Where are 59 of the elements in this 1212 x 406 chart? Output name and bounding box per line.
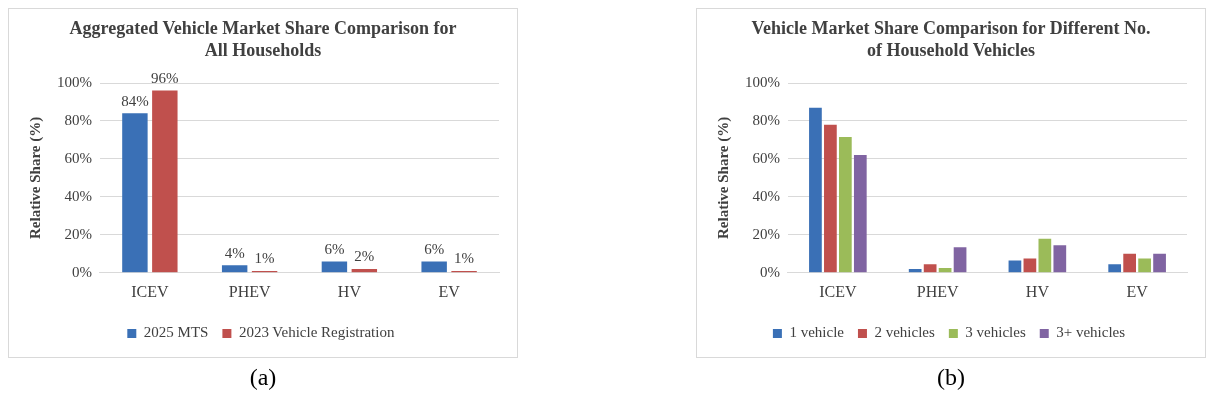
chart-title: Aggregated Vehicle Market Share Comparison for All Households [68, 17, 458, 61]
text: (b) [936, 364, 966, 391]
data-label: 4% [224, 244, 245, 261]
data-label: 6% [324, 240, 345, 257]
legend-label: 1 vehicle [789, 324, 845, 341]
bar [421, 261, 447, 273]
bar [1038, 238, 1052, 273]
data-label: 6% [424, 240, 445, 257]
bar [908, 269, 922, 273]
legend-label: 2025 MTS [143, 324, 209, 341]
y-tick-label: 100% [745, 73, 780, 90]
bar [1153, 253, 1166, 273]
y-tick-label: 20% [64, 225, 92, 242]
x-tick-label: EV [438, 282, 461, 300]
y-tick-label: 40% [64, 187, 92, 204]
bar [824, 124, 837, 273]
bar [221, 265, 248, 273]
y-tick-label: 60% [64, 149, 92, 166]
data-label: 96% [151, 70, 179, 87]
bar [853, 155, 867, 273]
legend-label: 3 vehicles [965, 324, 1026, 341]
y-tick-label: 0% [72, 263, 92, 280]
y-axis-title: Relative Share (%) [714, 116, 732, 239]
bar [1053, 245, 1067, 273]
data-label: 84% [121, 92, 149, 109]
x-tick-label: ICEV [131, 282, 169, 300]
bar [923, 264, 937, 273]
bar [1123, 253, 1136, 273]
data-label: 2% [354, 248, 375, 265]
x-tick-label: PHEV [916, 282, 959, 300]
bar [152, 90, 178, 273]
y-axis-title: Relative Share (%) [26, 116, 44, 239]
y-tick-label: 20% [752, 225, 780, 242]
legend-label: 2023 Vehicle Registration [238, 324, 395, 341]
bar [321, 261, 348, 273]
bar [1138, 258, 1151, 273]
x-tick-label: EV [1126, 282, 1149, 300]
chart-title: Vehicle Market Share Comparison for Different No. of Household Vehicles [750, 17, 1152, 61]
data-label: 1% [454, 250, 475, 267]
x-tick-label: ICEV [819, 282, 857, 300]
bar [1108, 264, 1122, 273]
y-tick-label: 80% [752, 111, 780, 128]
bar [122, 113, 148, 273]
x-tick-label: HV [337, 282, 362, 300]
bar [953, 247, 967, 273]
bar [1008, 260, 1022, 273]
legend-label: 3+ vehicles [1056, 324, 1126, 341]
y-tick-label: 40% [752, 187, 780, 204]
legend-label: 2 vehicles [874, 324, 936, 341]
x-tick-label: PHEV [228, 282, 271, 300]
bar [809, 107, 822, 273]
y-tick-label: 60% [752, 149, 780, 166]
x-tick-label: HV [1025, 282, 1050, 300]
y-tick-label: 100% [57, 73, 92, 90]
bar [838, 137, 852, 273]
text: (a) [248, 364, 278, 391]
y-tick-label: 0% [760, 263, 780, 280]
data-label: 1% [254, 250, 275, 267]
y-tick-label: 80% [64, 111, 92, 128]
